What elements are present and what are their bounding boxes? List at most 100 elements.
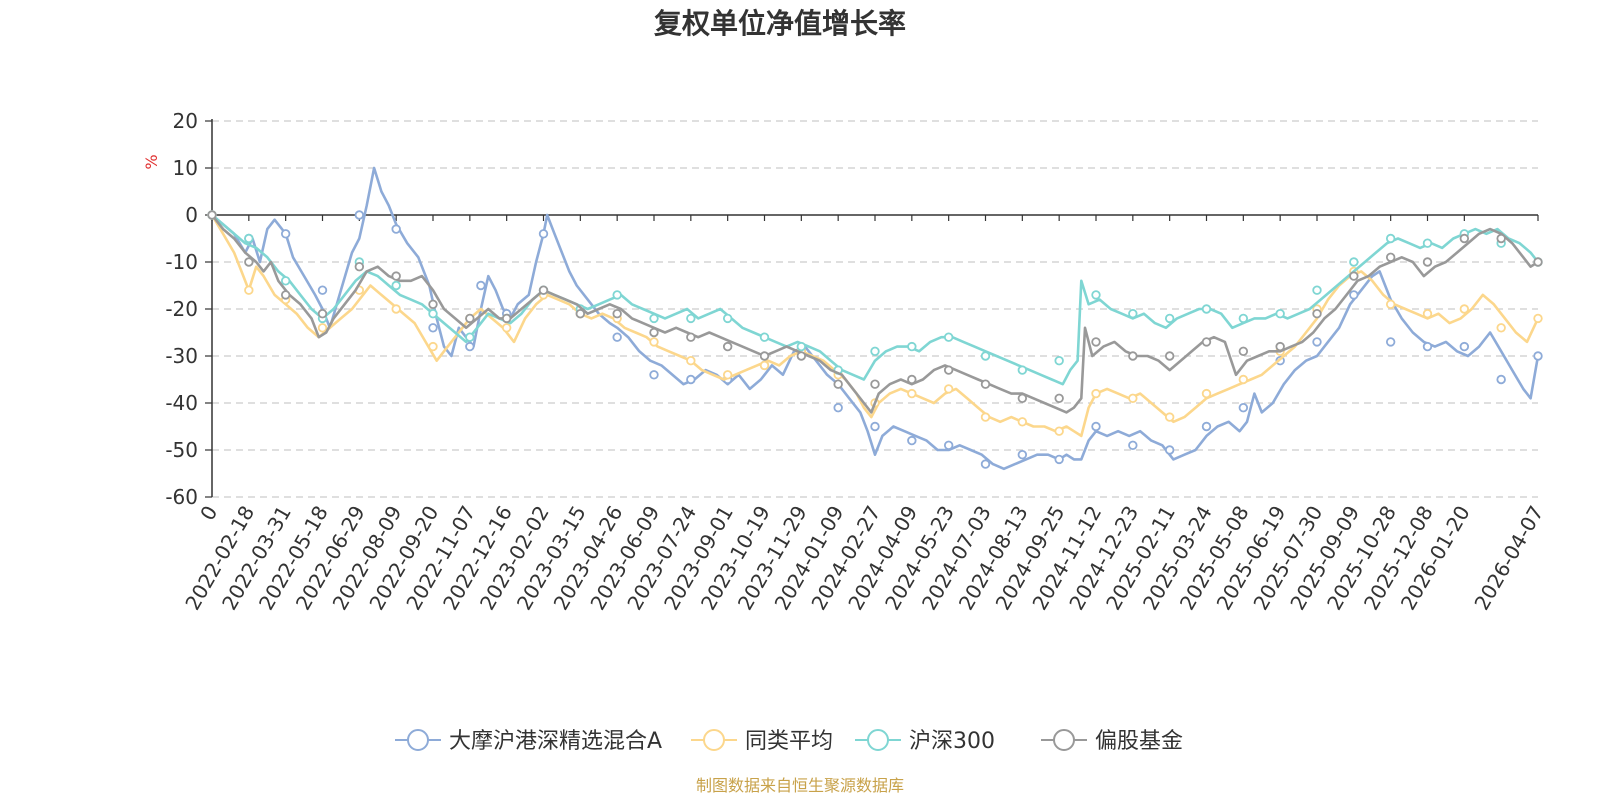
data-point (1017, 417, 1028, 427)
data-point (1054, 393, 1064, 403)
data-point (1422, 257, 1433, 267)
legend[interactable]: 大摩沪港深精选混合A 同类平均 沪深300 偏股基金 (395, 729, 1183, 754)
grid (212, 120, 1538, 498)
data-point (1312, 285, 1322, 295)
legend-item-3[interactable]: 偏股基金 (1041, 729, 1183, 754)
data-point (649, 313, 659, 324)
data-point (980, 412, 991, 422)
data-point (1201, 304, 1212, 314)
data-point (280, 229, 291, 239)
data-point (1349, 257, 1359, 267)
data-point (1164, 313, 1175, 324)
data-point (207, 210, 217, 220)
data-point (391, 224, 401, 234)
data-point (1238, 403, 1249, 413)
data-point (1201, 337, 1212, 347)
data-point (391, 304, 401, 314)
x-tick-label: 2026-04-07 (1469, 502, 1548, 615)
data-source-label: 制图数据来自恒生聚源数据库 (696, 776, 904, 795)
data-point (1496, 374, 1506, 385)
data-point (244, 233, 254, 244)
data-point (833, 403, 843, 413)
data-point (612, 332, 622, 342)
data-point (722, 313, 733, 324)
legend-symbol (867, 729, 889, 751)
data-point (870, 379, 880, 389)
legend-label: 同类平均 (745, 729, 833, 754)
data-point (244, 257, 254, 267)
legend-label: 大摩沪港深精选混合A (449, 729, 662, 754)
y-tick-label: 20 (173, 109, 198, 133)
data-point (354, 210, 365, 220)
data-point (907, 374, 917, 385)
y-axis-unit: % (142, 154, 161, 169)
data-point (980, 379, 991, 389)
data-point (722, 370, 733, 380)
data-point (354, 262, 365, 272)
legend-item-1[interactable]: 同类平均 (691, 729, 833, 754)
series-2 (207, 210, 1543, 386)
data-point (1091, 388, 1101, 399)
data-point (1459, 341, 1470, 352)
data-point (1128, 393, 1138, 403)
series-lines (207, 166, 1543, 471)
data-point (796, 351, 807, 361)
x-tick-label: 0 (195, 502, 222, 525)
y-tick-label: -10 (165, 250, 198, 274)
data-point (1275, 341, 1285, 352)
data-point (649, 337, 659, 347)
data-point (759, 332, 770, 342)
data-point (870, 421, 880, 432)
data-point (428, 309, 438, 319)
data-point (1017, 365, 1028, 375)
data-point (1164, 412, 1175, 422)
data-point (1422, 309, 1433, 319)
data-point (1091, 290, 1101, 300)
data-point (428, 299, 438, 309)
data-point (501, 323, 512, 333)
data-point (722, 341, 733, 352)
data-point (1017, 450, 1028, 460)
data-point (465, 332, 475, 342)
data-point (1054, 356, 1064, 366)
data-point (1349, 290, 1359, 300)
series-line (210, 214, 1540, 438)
data-point (1238, 313, 1249, 324)
data-point (1385, 299, 1396, 309)
data-point (1385, 233, 1396, 244)
data-point (759, 360, 770, 371)
data-point (1238, 346, 1249, 356)
data-point (538, 229, 549, 239)
data-point (1496, 233, 1506, 244)
data-point (317, 323, 328, 333)
data-point (1238, 374, 1249, 385)
data-point (244, 285, 254, 295)
y-tick-label: -60 (165, 485, 198, 509)
legend-item-0[interactable]: 大摩沪港深精选混合A (395, 729, 662, 754)
data-point (612, 290, 622, 300)
data-point (1312, 337, 1322, 347)
series-3 (207, 210, 1543, 414)
data-point (686, 313, 696, 324)
data-point (1128, 351, 1138, 361)
data-point (943, 384, 954, 394)
data-point (1533, 257, 1543, 267)
data-point (428, 341, 438, 352)
data-point (686, 374, 696, 385)
axes: 20100-10-20-30-40-50-6002022-02-182022-0… (165, 109, 1548, 614)
data-point (870, 346, 880, 356)
data-point (612, 309, 622, 319)
data-point (465, 341, 475, 352)
series-line (211, 214, 1540, 386)
data-point (759, 351, 770, 361)
data-point (1385, 252, 1396, 262)
data-point (428, 323, 438, 333)
y-tick-label: -50 (165, 438, 198, 462)
data-point (280, 290, 291, 300)
data-point (1533, 313, 1543, 324)
series-line (210, 214, 1539, 414)
data-point (1201, 388, 1212, 399)
legend-item-2[interactable]: 沪深300 (855, 729, 995, 754)
data-point (391, 280, 401, 291)
